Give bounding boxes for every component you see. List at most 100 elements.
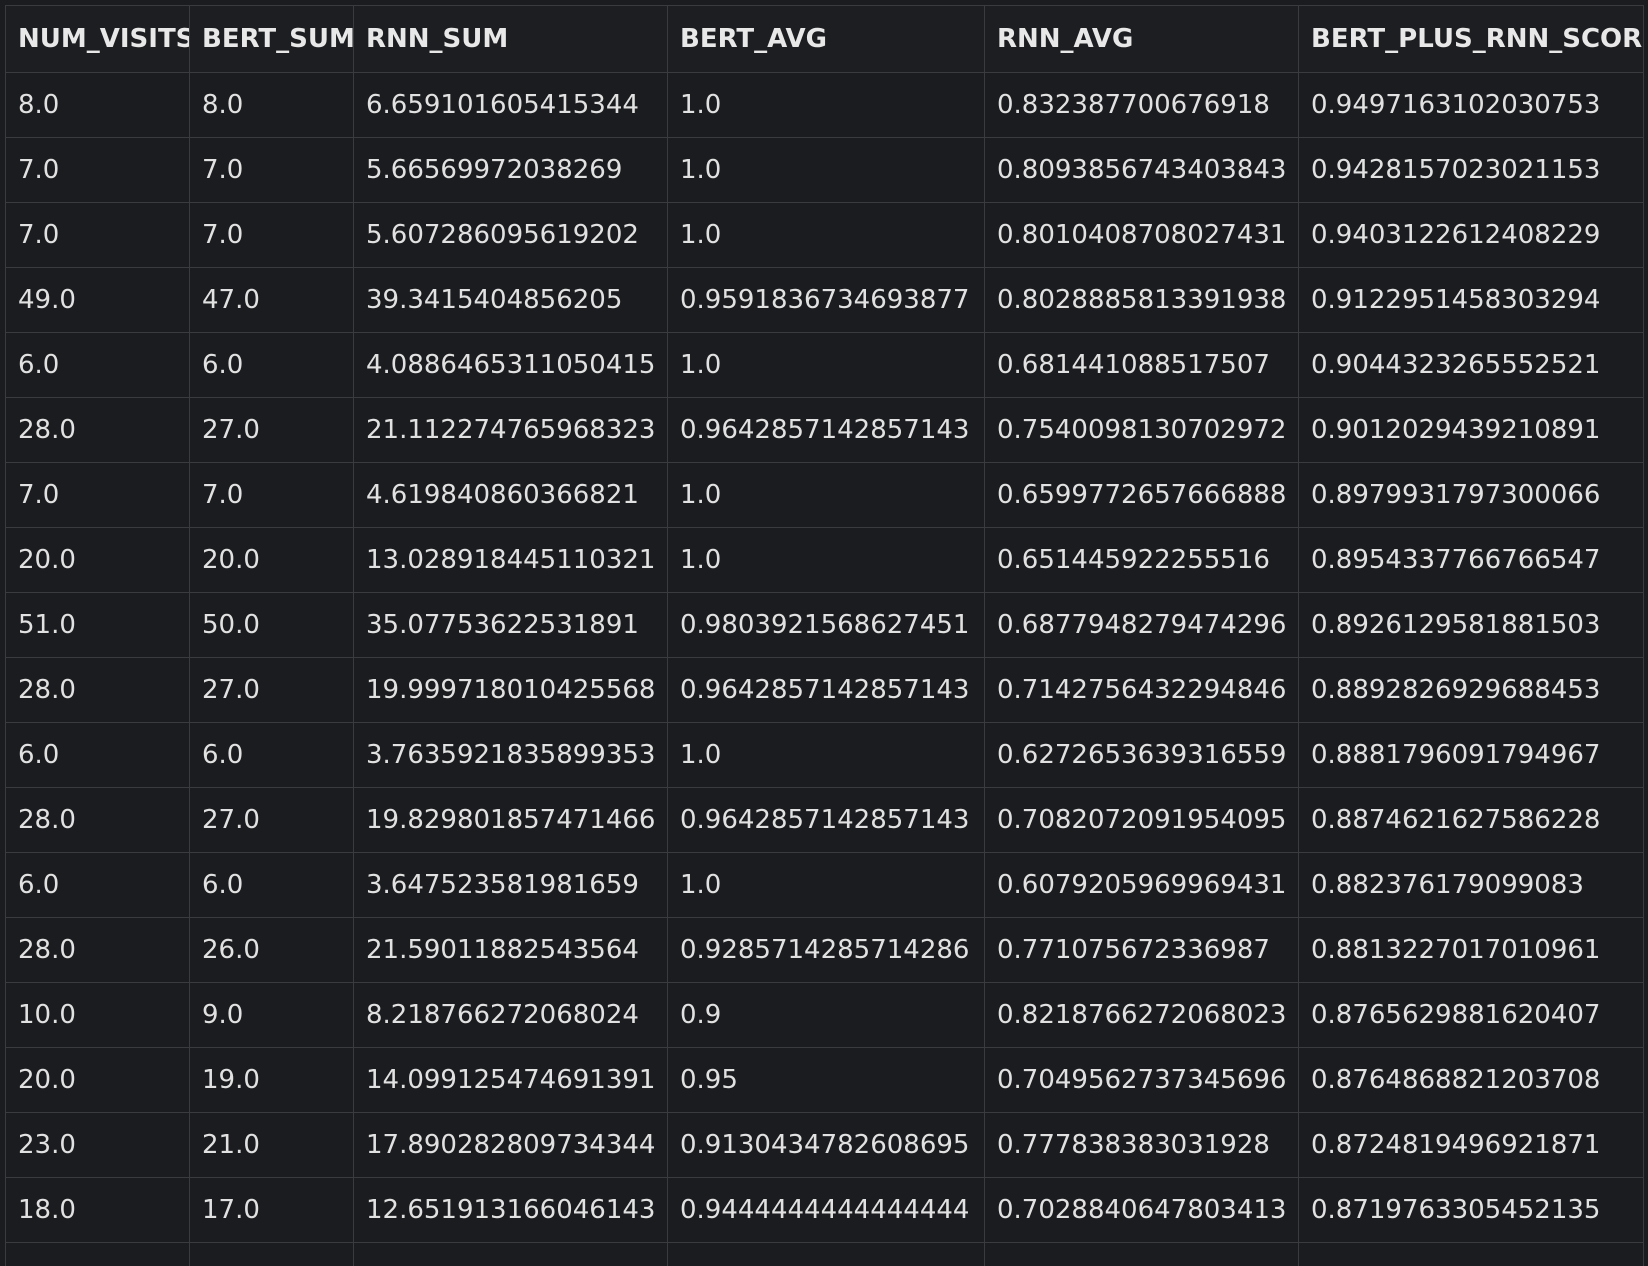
- cell-rnn-avg[interactable]: 0.7142756432294846: [984, 657, 1299, 723]
- table-row[interactable]: 28.0 27.0 19.999718010425568 0.964285714285…: [5, 657, 1644, 723]
- table-row[interactable]: 6.0 6.0 4.0886465311050415 1.0 0.68144108851…: [5, 332, 1644, 398]
- cell-rnn-sum[interactable]: 12.651913166046143: [353, 1177, 668, 1243]
- cell-bert-avg[interactable]: 0.9130434782608695: [667, 1112, 985, 1178]
- cell-num-visits[interactable]: 23.0: [5, 1112, 190, 1178]
- cell-rnn-avg[interactable]: 0.6079205969969431: [984, 852, 1299, 918]
- cell-num-visits[interactable]: [5, 1242, 190, 1266]
- cell-bert-plus-rnn-score[interactable]: 0.8719763305452135: [1298, 1177, 1644, 1243]
- cell-bert-plus-rnn-score[interactable]: 0.9403122612408229: [1298, 202, 1644, 268]
- cell-bert-sum[interactable]: 9.0: [189, 982, 354, 1048]
- cell-num-visits[interactable]: 20.0: [5, 527, 190, 593]
- cell-bert-plus-rnn-score[interactable]: 0.8926129581881503: [1298, 592, 1644, 658]
- cell-bert-avg[interactable]: 1.0: [667, 202, 985, 268]
- cell-rnn-avg[interactable]: 0.6599772657666888: [984, 462, 1299, 528]
- cell-num-visits[interactable]: 7.0: [5, 202, 190, 268]
- cell-rnn-avg[interactable]: 0.832387700676918: [984, 72, 1299, 138]
- cell-rnn-sum[interactable]: 4.0886465311050415: [353, 332, 668, 398]
- cell-bert-avg[interactable]: 0.9803921568627451: [667, 592, 985, 658]
- cell-rnn-sum[interactable]: 5.66569972038269: [353, 137, 668, 203]
- table-row[interactable]: [5, 1242, 1644, 1266]
- cell-bert-avg[interactable]: 0.9642857142857143: [667, 787, 985, 853]
- cell-rnn-sum[interactable]: 21.112274765968323: [353, 397, 668, 463]
- column-header-bert-avg[interactable]: BERT_AVG: [667, 5, 985, 73]
- cell-bert-avg[interactable]: 1.0: [667, 137, 985, 203]
- table-row[interactable]: 18.0 17.0 12.651913166046143 0.944444444444…: [5, 1177, 1644, 1243]
- table-row[interactable]: 20.0 19.0 14.099125474691391 0.95 0.70495627…: [5, 1047, 1644, 1113]
- cell-bert-avg[interactable]: 0.9444444444444444: [667, 1177, 985, 1243]
- cell-bert-sum[interactable]: [189, 1242, 354, 1266]
- cell-rnn-sum[interactable]: 4.619840860366821: [353, 462, 668, 528]
- cell-rnn-sum[interactable]: 39.3415404856205: [353, 267, 668, 333]
- cell-num-visits[interactable]: 8.0: [5, 72, 190, 138]
- cell-bert-avg[interactable]: 0.9591836734693877: [667, 267, 985, 333]
- cell-rnn-avg[interactable]: 0.7028840647803413: [984, 1177, 1299, 1243]
- column-header-bert-plus-rnn-score[interactable]: BERT_PLUS_RNN_SCORE: [1298, 5, 1644, 73]
- table-row[interactable]: 10.0 9.0 8.218766272068024 0.9 0.82187662720…: [5, 982, 1644, 1048]
- cell-rnn-avg[interactable]: 0.651445922255516: [984, 527, 1299, 593]
- cell-bert-sum[interactable]: 17.0: [189, 1177, 354, 1243]
- cell-bert-plus-rnn-score[interactable]: 0.9044323265552521: [1298, 332, 1644, 398]
- cell-bert-sum[interactable]: 7.0: [189, 137, 354, 203]
- cell-bert-sum[interactable]: 7.0: [189, 462, 354, 528]
- column-header-rnn-sum[interactable]: RNN_SUM: [353, 5, 668, 73]
- cell-rnn-avg[interactable]: 0.8218766272068023: [984, 982, 1299, 1048]
- cell-rnn-sum[interactable]: 3.7635921835899353: [353, 722, 668, 788]
- cell-bert-plus-rnn-score[interactable]: 0.8724819496921871: [1298, 1112, 1644, 1178]
- cell-bert-sum[interactable]: 6.0: [189, 722, 354, 788]
- table-row[interactable]: 8.0 8.0 6.659101605415344 1.0 0.832387700676…: [5, 72, 1644, 138]
- cell-bert-plus-rnn-score[interactable]: 0.9012029439210891: [1298, 397, 1644, 463]
- cell-rnn-sum[interactable]: 14.099125474691391: [353, 1047, 668, 1113]
- cell-bert-sum[interactable]: 6.0: [189, 852, 354, 918]
- cell-num-visits[interactable]: 10.0: [5, 982, 190, 1048]
- cell-bert-avg[interactable]: 1.0: [667, 527, 985, 593]
- cell-bert-sum[interactable]: 7.0: [189, 202, 354, 268]
- cell-num-visits[interactable]: 49.0: [5, 267, 190, 333]
- cell-bert-plus-rnn-score[interactable]: 0.8954337766766547: [1298, 527, 1644, 593]
- cell-rnn-avg[interactable]: 0.6272653639316559: [984, 722, 1299, 788]
- cell-rnn-sum[interactable]: 13.028918445110321: [353, 527, 668, 593]
- cell-bert-plus-rnn-score[interactable]: 0.8765629881620407: [1298, 982, 1644, 1048]
- cell-num-visits[interactable]: 7.0: [5, 137, 190, 203]
- table-row[interactable]: 49.0 47.0 39.3415404856205 0.95918367346938…: [5, 267, 1644, 333]
- cell-num-visits[interactable]: 6.0: [5, 852, 190, 918]
- cell-rnn-avg[interactable]: 0.7082072091954095: [984, 787, 1299, 853]
- table-row[interactable]: 20.0 20.0 13.028918445110321 1.0 0.651445922…: [5, 527, 1644, 593]
- cell-bert-avg[interactable]: 0.9642857142857143: [667, 657, 985, 723]
- table-row[interactable]: 28.0 27.0 21.112274765968323 0.964285714285…: [5, 397, 1644, 463]
- cell-bert-avg[interactable]: [667, 1242, 985, 1266]
- column-header-bert-sum[interactable]: BERT_SUM: [189, 5, 354, 73]
- cell-rnn-sum[interactable]: 17.890282809734344: [353, 1112, 668, 1178]
- cell-rnn-sum[interactable]: 19.999718010425568: [353, 657, 668, 723]
- results-grid[interactable]: NUM_VISITS BERT_SUM RNN_SUM BERT_AVG RNN…: [5, 5, 1648, 1266]
- table-row[interactable]: 6.0 6.0 3.647523581981659 1.0 0.607920596996…: [5, 852, 1644, 918]
- cell-bert-sum[interactable]: 8.0: [189, 72, 354, 138]
- table-row[interactable]: 7.0 7.0 4.619840860366821 1.0 0.659977265766…: [5, 462, 1644, 528]
- table-row[interactable]: 6.0 6.0 3.7635921835899353 1.0 0.62726536393…: [5, 722, 1644, 788]
- table-row[interactable]: 51.0 50.0 35.07753622531891 0.9803921568627…: [5, 592, 1644, 658]
- table-row[interactable]: 23.0 21.0 17.890282809734344 0.913043478260…: [5, 1112, 1644, 1178]
- cell-bert-sum[interactable]: 27.0: [189, 657, 354, 723]
- cell-bert-avg[interactable]: 1.0: [667, 332, 985, 398]
- cell-bert-avg[interactable]: 1.0: [667, 722, 985, 788]
- cell-bert-sum[interactable]: 47.0: [189, 267, 354, 333]
- cell-bert-plus-rnn-score[interactable]: 0.8892826929688453: [1298, 657, 1644, 723]
- cell-rnn-sum[interactable]: 5.607286095619202: [353, 202, 668, 268]
- cell-num-visits[interactable]: 20.0: [5, 1047, 190, 1113]
- cell-rnn-avg[interactable]: 0.777838383031928: [984, 1112, 1299, 1178]
- cell-bert-avg[interactable]: 0.95: [667, 1047, 985, 1113]
- cell-bert-avg[interactable]: 0.9642857142857143: [667, 397, 985, 463]
- cell-bert-avg[interactable]: 1.0: [667, 852, 985, 918]
- cell-rnn-sum[interactable]: [353, 1242, 668, 1266]
- cell-rnn-sum[interactable]: 19.829801857471466: [353, 787, 668, 853]
- cell-bert-avg[interactable]: 1.0: [667, 72, 985, 138]
- cell-bert-sum[interactable]: 26.0: [189, 917, 354, 983]
- column-header-rnn-avg[interactable]: RNN_AVG: [984, 5, 1299, 73]
- cell-bert-sum[interactable]: 20.0: [189, 527, 354, 593]
- cell-rnn-avg[interactable]: 0.6877948279474296: [984, 592, 1299, 658]
- cell-rnn-avg[interactable]: 0.8093856743403843: [984, 137, 1299, 203]
- cell-rnn-avg[interactable]: 0.7049562737345696: [984, 1047, 1299, 1113]
- cell-rnn-sum[interactable]: 35.07753622531891: [353, 592, 668, 658]
- table-row[interactable]: 28.0 26.0 21.59011882543564 0.9285714285714…: [5, 917, 1644, 983]
- cell-rnn-avg[interactable]: 0.7540098130702972: [984, 397, 1299, 463]
- cell-bert-plus-rnn-score[interactable]: 0.8874621627586228: [1298, 787, 1644, 853]
